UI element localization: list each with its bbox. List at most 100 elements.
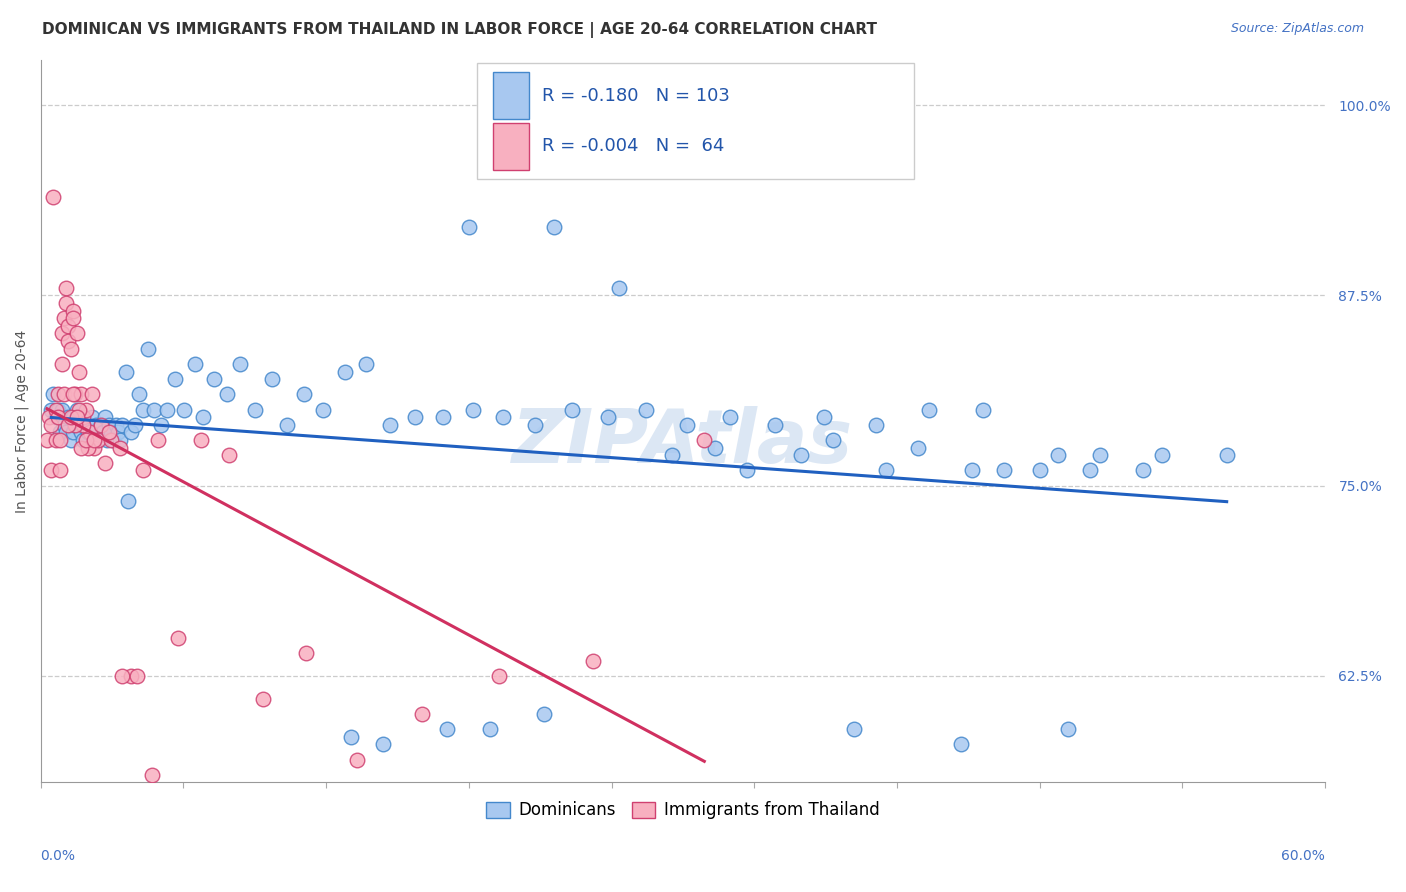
Point	[58, 410, 80, 425]
Point	[98, 425, 121, 440]
Point	[292, 387, 315, 401]
Point	[202, 372, 225, 386]
Point	[193, 410, 215, 425]
Point	[83, 433, 105, 447]
Y-axis label: In Labor Force | Age 20-64: In Labor Force | Age 20-64	[15, 329, 30, 513]
Point	[276, 417, 298, 432]
Point	[607, 281, 630, 295]
Point	[295, 646, 318, 660]
Point	[117, 494, 139, 508]
Text: DOMINICAN VS IMMIGRANTS FROM THAILAND IN LABOR FORCE | AGE 20-64 CORRELATION CHA: DOMINICAN VS IMMIGRANTS FROM THAILAND IN…	[42, 22, 877, 38]
Point	[39, 463, 62, 477]
Point	[51, 402, 73, 417]
Point	[1057, 722, 1080, 736]
Point	[461, 402, 484, 417]
Point	[51, 326, 73, 341]
Point	[59, 433, 82, 447]
Point	[76, 425, 98, 440]
Point	[51, 357, 73, 371]
Point	[79, 425, 101, 440]
Point	[243, 402, 266, 417]
Point	[907, 441, 929, 455]
Point	[66, 402, 89, 417]
Point	[76, 441, 98, 455]
Point	[62, 410, 84, 425]
Point	[215, 387, 238, 401]
Point	[120, 425, 142, 440]
Point	[165, 372, 187, 386]
Point	[735, 463, 758, 477]
Point	[184, 357, 207, 371]
Point	[972, 402, 994, 417]
Point	[128, 387, 150, 401]
Point	[63, 417, 86, 432]
Point	[104, 417, 127, 432]
Point	[1132, 463, 1154, 477]
Point	[704, 441, 727, 455]
Point	[62, 425, 84, 440]
Point	[492, 410, 515, 425]
Point	[636, 402, 658, 417]
Point	[79, 417, 101, 432]
Point	[67, 365, 90, 379]
Point	[865, 417, 887, 432]
Point	[96, 433, 118, 447]
Point	[763, 417, 786, 432]
Point	[173, 402, 195, 417]
Point	[436, 722, 458, 736]
Point	[90, 417, 112, 432]
Point	[53, 387, 76, 401]
Point	[49, 463, 72, 477]
Point	[46, 402, 69, 417]
Point	[260, 372, 283, 386]
Point	[821, 433, 844, 447]
Point	[70, 425, 93, 440]
Point	[103, 433, 125, 447]
Point	[918, 402, 941, 417]
Point	[813, 410, 835, 425]
Point	[42, 387, 65, 401]
Point	[62, 387, 84, 401]
Point	[115, 365, 138, 379]
Point	[66, 326, 89, 341]
Point	[67, 417, 90, 432]
Point	[1046, 448, 1069, 462]
Point	[84, 417, 107, 432]
Point	[676, 417, 699, 432]
Point	[67, 402, 90, 417]
FancyBboxPatch shape	[478, 63, 914, 179]
Point	[46, 387, 69, 401]
Point	[124, 417, 146, 432]
Point	[38, 410, 60, 425]
Point	[561, 402, 583, 417]
Point	[87, 433, 110, 447]
Point	[72, 410, 94, 425]
Point	[166, 631, 188, 645]
Point	[136, 342, 159, 356]
Point	[55, 425, 77, 440]
Point	[141, 768, 163, 782]
Point	[35, 433, 58, 447]
Point	[789, 448, 811, 462]
Point	[993, 463, 1015, 477]
Point	[149, 417, 172, 432]
Point	[148, 433, 170, 447]
Point	[125, 669, 148, 683]
Point	[58, 318, 80, 333]
Point	[411, 706, 433, 721]
Point	[72, 417, 94, 432]
Text: 0.0%: 0.0%	[41, 849, 76, 863]
Point	[75, 417, 97, 432]
Point	[404, 410, 426, 425]
Point	[524, 417, 547, 432]
Point	[62, 311, 84, 326]
Point	[59, 410, 82, 425]
Point	[55, 281, 77, 295]
Point	[66, 410, 89, 425]
Point	[378, 417, 401, 432]
Text: Source: ZipAtlas.com: Source: ZipAtlas.com	[1230, 22, 1364, 36]
Point	[111, 669, 134, 683]
Point	[432, 410, 454, 425]
Point	[100, 433, 122, 447]
Point	[62, 303, 84, 318]
